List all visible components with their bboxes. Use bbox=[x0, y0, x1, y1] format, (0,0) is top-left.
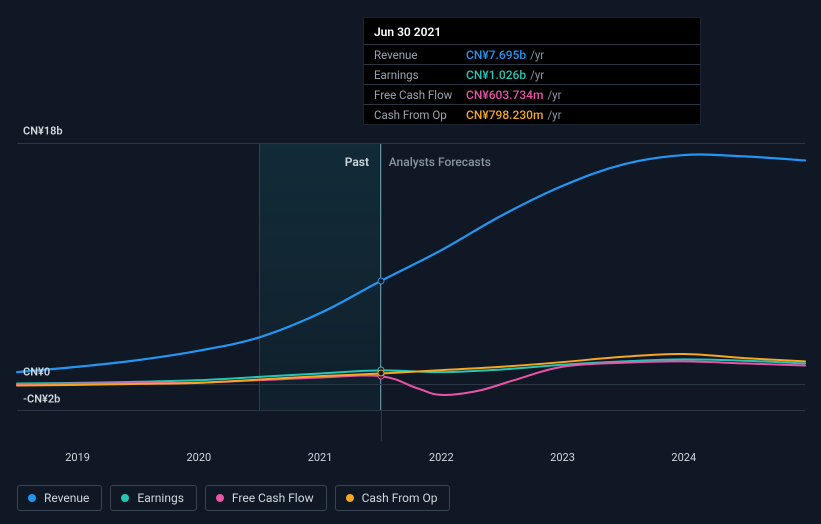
legend-label: Earnings bbox=[137, 491, 184, 505]
chart-plot-area: Past Analysts Forecasts CN¥18bCN¥0-CN¥2b… bbox=[17, 143, 805, 411]
tooltip-row-unit: /yr bbox=[547, 88, 561, 102]
x-tick: 2023 bbox=[550, 451, 575, 464]
tooltip-row: Cash From OpCN¥798.230m/yr bbox=[364, 104, 700, 124]
legend-label: Cash From Op bbox=[362, 491, 438, 505]
y-tick: CN¥18b bbox=[23, 125, 63, 138]
tooltip-row-value: CN¥603.734m bbox=[466, 88, 543, 102]
tooltip-date: Jun 30 2021 bbox=[364, 18, 700, 44]
series-fcf bbox=[17, 361, 805, 395]
tooltip: Jun 30 2021 RevenueCN¥7.695b/yrEarningsC… bbox=[363, 17, 701, 125]
y-tick: CN¥0 bbox=[23, 366, 50, 379]
chart-svg bbox=[17, 143, 805, 411]
legend-dot bbox=[216, 494, 224, 502]
legend-item-fcf[interactable]: Free Cash Flow bbox=[205, 485, 327, 511]
tooltip-row-value: CN¥7.695b bbox=[466, 48, 526, 62]
legend-dot bbox=[346, 494, 354, 502]
marker-revenue bbox=[377, 278, 384, 285]
tooltip-row-label: Earnings bbox=[374, 68, 466, 82]
tooltip-row-value: CN¥1.026b bbox=[466, 68, 526, 82]
tooltip-row: Free Cash FlowCN¥603.734m/yr bbox=[364, 84, 700, 104]
legend-label: Free Cash Flow bbox=[232, 491, 314, 505]
marker-cfo bbox=[377, 370, 384, 377]
x-tick: 2020 bbox=[186, 451, 211, 464]
legend-item-revenue[interactable]: Revenue bbox=[17, 485, 102, 511]
tooltip-row-label: Free Cash Flow bbox=[374, 88, 466, 102]
x-tick: 2019 bbox=[65, 451, 90, 464]
legend: Revenue Earnings Free Cash Flow Cash From O… bbox=[17, 485, 450, 511]
legend-item-earnings[interactable]: Earnings bbox=[110, 485, 197, 511]
legend-dot bbox=[28, 494, 36, 502]
x-tick: 2021 bbox=[308, 451, 333, 464]
series-revenue bbox=[17, 155, 805, 373]
tooltip-row-unit: /yr bbox=[547, 108, 561, 122]
tooltip-row-unit: /yr bbox=[530, 48, 544, 62]
x-tick: 2024 bbox=[671, 451, 696, 464]
tooltip-row-label: Revenue bbox=[374, 48, 466, 62]
tooltip-row: RevenueCN¥7.695b/yr bbox=[364, 44, 700, 64]
legend-label: Revenue bbox=[44, 491, 89, 505]
y-tick: -CN¥2b bbox=[23, 393, 60, 406]
tooltip-row-unit: /yr bbox=[530, 68, 544, 82]
legend-dot bbox=[121, 494, 129, 502]
tooltip-row-label: Cash From Op bbox=[374, 108, 466, 122]
tooltip-row-value: CN¥798.230m bbox=[466, 108, 543, 122]
x-tick: 2022 bbox=[429, 451, 454, 464]
legend-item-cfo[interactable]: Cash From Op bbox=[335, 485, 451, 511]
tooltip-row: EarningsCN¥1.026b/yr bbox=[364, 64, 700, 84]
